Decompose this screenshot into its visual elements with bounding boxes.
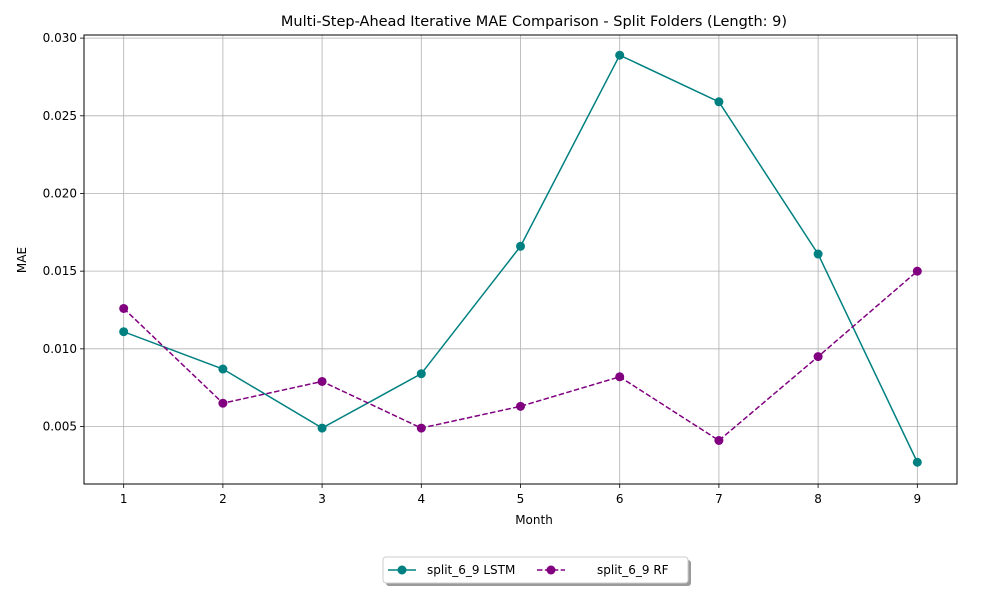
data-point: [218, 398, 228, 408]
x-axis-label: Month: [515, 513, 553, 527]
series-lstm: [119, 50, 922, 467]
legend: split_6_9 LSTM split_6_9 RF: [382, 556, 691, 586]
legend-swatch-marker: [397, 565, 407, 575]
series-line: [123, 270, 918, 442]
y-tick-label: 0.020: [43, 186, 77, 200]
y-tick-label: 0.010: [43, 342, 77, 356]
data-point: [516, 241, 525, 251]
data-point: [813, 352, 823, 362]
data-point: [813, 249, 823, 259]
legend-box: [382, 556, 689, 584]
legend-swatch-marker: [546, 565, 556, 575]
data-point: [516, 401, 525, 411]
legend-label: split_6_9 RF: [597, 563, 669, 577]
legend-label: split_6_9 LSTM: [427, 563, 515, 577]
data-point: [615, 372, 625, 382]
x-tick-label: 5: [517, 492, 525, 506]
x-tick-label: 6: [616, 492, 624, 506]
grid-layer: [84, 35, 957, 484]
y-axis-label: MAE: [15, 247, 29, 273]
x-tick-label: 7: [715, 492, 723, 506]
ticks-layer: 1 2 3 4 5 6 7 8 9 0.005 0.010 0.015 0.020 0.025 0.030: [43, 31, 921, 506]
data-point: [416, 369, 426, 379]
x-tick-label: 8: [814, 492, 822, 506]
data-point: [218, 364, 228, 374]
y-tick-label: 0.015: [43, 264, 77, 278]
chart-title: Multi-Step-Ahead Iterative MAE Compariso…: [281, 14, 787, 30]
data-point: [119, 303, 129, 313]
y-tick-label: 0.005: [43, 420, 77, 434]
data-point: [714, 97, 724, 107]
x-tick-label: 9: [913, 492, 921, 506]
series-layer: [119, 50, 922, 467]
data-point: [317, 376, 327, 386]
data-point: [317, 423, 327, 433]
data-point: [912, 457, 922, 467]
data-point: [119, 327, 129, 337]
y-tick-label: 0.030: [43, 31, 77, 45]
x-tick-label: 1: [120, 492, 128, 506]
y-tick-label: 0.025: [43, 109, 77, 123]
data-point: [912, 266, 922, 276]
series-rf: [119, 266, 922, 445]
data-point: [416, 423, 426, 433]
x-tick-label: 3: [318, 492, 326, 506]
data-point: [615, 50, 625, 60]
data-point: [714, 435, 724, 445]
x-tick-label: 2: [219, 492, 227, 506]
x-tick-label: 4: [417, 492, 425, 506]
